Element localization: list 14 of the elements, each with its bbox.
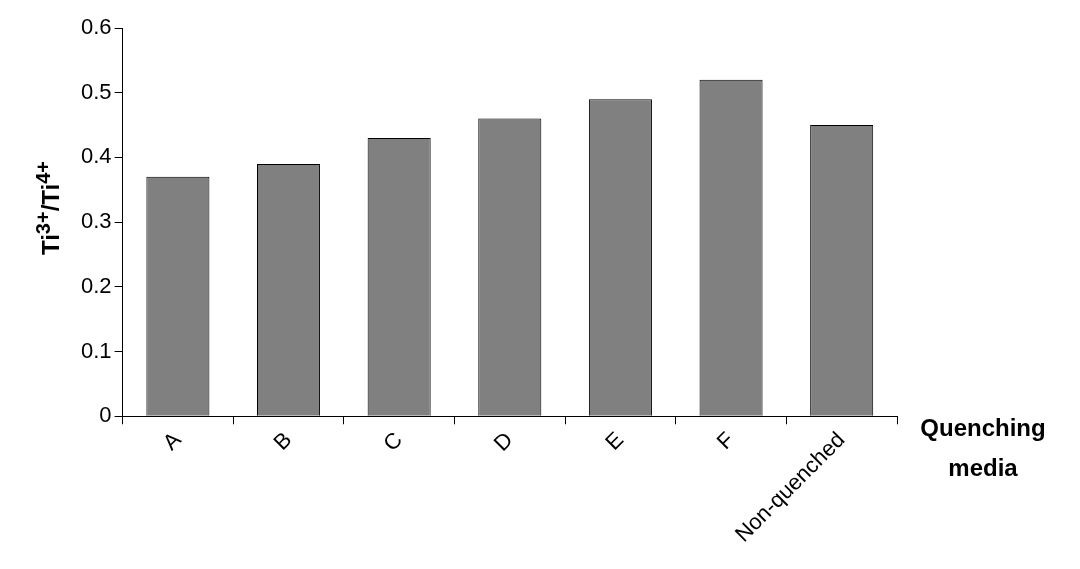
y-tick-label: 0.2 (80, 272, 112, 298)
y-tick-label: 0.5 (80, 78, 112, 104)
y-tick-label: 0.4 (80, 143, 112, 169)
x-tick-label: D (488, 426, 518, 456)
y-tick-label: 0.1 (80, 337, 112, 363)
x-axis-title: Quenching media (919, 413, 1047, 483)
y-tick-label: 0 (99, 402, 112, 428)
x-tick-label: E (600, 426, 629, 455)
y-tick-label: 0.3 (80, 208, 112, 234)
x-tick-label: C (378, 426, 408, 456)
x-tick-label: B (268, 426, 297, 455)
x-tick-label: F (711, 426, 739, 454)
y-tick-label: 0.6 (80, 14, 112, 40)
x-tick-label: A (157, 426, 186, 455)
